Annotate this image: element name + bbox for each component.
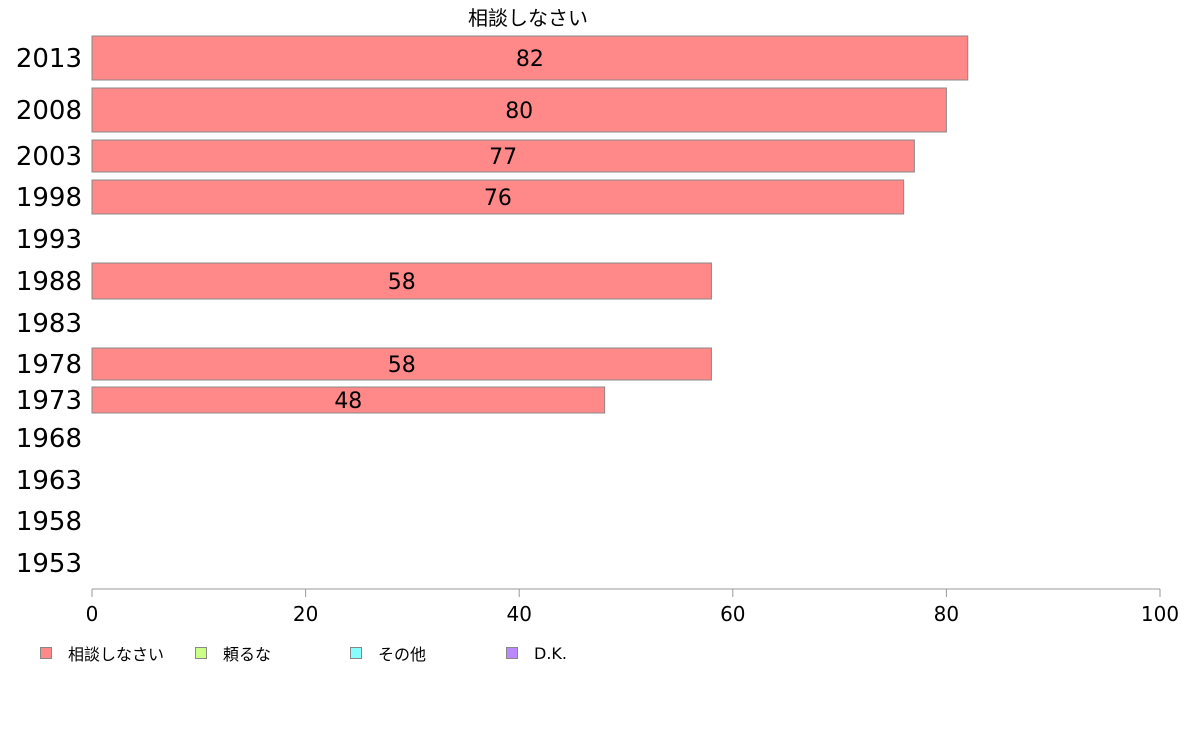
year-label-1983: 1983: [16, 309, 82, 339]
x-tick-label-60: 60: [720, 602, 745, 626]
year-label-1953: 1953: [16, 549, 82, 579]
chart-title: 相談しなさい: [468, 6, 588, 30]
x-tick-label-20: 20: [293, 602, 318, 626]
bar-1988: [91, 262, 712, 300]
x-tick-label-40: 40: [506, 602, 531, 626]
year-label-1973: 1973: [16, 386, 82, 416]
year-label-1988: 1988: [16, 267, 82, 297]
data-label-1973: 48: [334, 389, 362, 414]
bars-group: 82 80 77 76 58 58 48: [91, 35, 969, 414]
year-label-1958: 1958: [16, 507, 82, 537]
year-labels-group: 2013 2008 2003 1998 1993 1988 1983 1978 1973 1968…: [16, 44, 82, 579]
data-label-1998: 76: [484, 186, 512, 211]
year-label-2003: 2003: [16, 142, 82, 172]
bar-2008: [91, 87, 947, 133]
year-label-1978: 1978: [16, 350, 82, 380]
legend-swatch-consult: [40, 647, 52, 659]
bar-2003: [91, 139, 915, 173]
data-label-1978: 58: [388, 353, 416, 378]
data-label-2003: 77: [489, 145, 517, 170]
year-label-1993: 1993: [16, 225, 82, 255]
legend-swatch-dk: [506, 647, 518, 659]
x-tick-label-100: 100: [1141, 602, 1179, 626]
x-tick-label-80: 80: [934, 602, 959, 626]
legend-swatch-dont-rely: [195, 647, 207, 659]
legend-label-consult: 相談しなさい: [68, 645, 165, 664]
year-label-2013: 2013: [16, 44, 82, 74]
data-label-1988: 58: [388, 270, 416, 295]
legend-item-other: その他: [350, 642, 426, 664]
bar-1998: [91, 179, 905, 215]
legend-label-dk: D.K.: [534, 643, 567, 663]
legend-swatch-other: [350, 647, 362, 659]
bar-1978: [91, 347, 712, 381]
bar-2013: [91, 35, 969, 81]
year-label-1998: 1998: [16, 183, 82, 213]
year-label-1963: 1963: [16, 466, 82, 496]
year-label-2008: 2008: [16, 96, 82, 126]
legend-label-other: その他: [378, 645, 427, 664]
legend-label-dont-rely: 頼るな: [223, 645, 272, 664]
legend-item-dont-rely: 頼るな: [195, 642, 271, 664]
x-tick-label-0: 0: [86, 602, 99, 626]
legend-item-consult: 相談しなさい: [40, 642, 164, 664]
x-axis: 0 20 40 60 80 100: [86, 588, 1179, 626]
year-label-1968: 1968: [16, 424, 82, 454]
data-label-2013: 82: [516, 47, 544, 72]
legend-item-dk: D.K.: [506, 642, 567, 664]
data-label-2008: 80: [505, 99, 533, 124]
bar-1973: [91, 386, 606, 414]
